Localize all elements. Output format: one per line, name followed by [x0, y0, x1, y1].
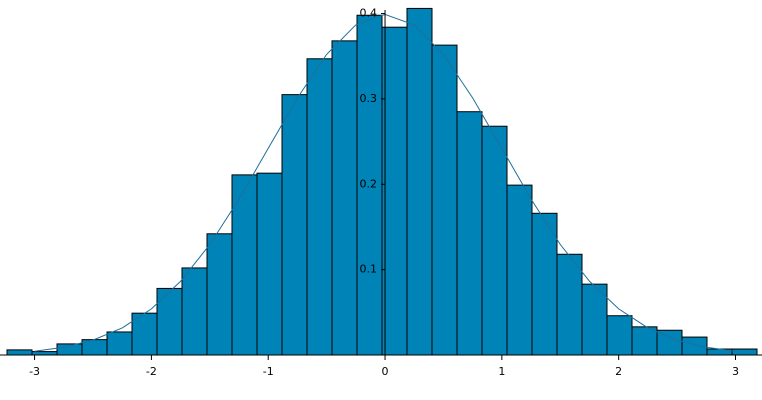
x-tick-label: 1: [498, 365, 505, 378]
bar: [531, 212, 558, 356]
x-tick-label: 3: [732, 365, 739, 378]
bar: [6, 349, 33, 356]
bar: [31, 351, 58, 356]
bar: [506, 184, 533, 356]
bar: [406, 7, 433, 356]
bar: [206, 233, 233, 356]
bar: [431, 44, 458, 356]
bar: [631, 326, 658, 356]
bar: [456, 111, 483, 356]
x-tick-label: -1: [263, 365, 274, 378]
bar: [181, 267, 208, 356]
bar: [331, 40, 358, 356]
bar: [606, 315, 633, 356]
y-tick-label: 0.1: [360, 263, 378, 276]
bar: [556, 253, 583, 356]
bar: [281, 94, 308, 356]
bar: [381, 26, 408, 356]
bar: [656, 329, 683, 356]
bar: [231, 174, 258, 356]
bar: [731, 348, 758, 356]
x-tick-label: 0: [382, 365, 389, 378]
bar: [306, 58, 333, 356]
y-tick-label: 0.4: [360, 7, 378, 20]
bar: [106, 331, 133, 356]
x-tick-label: 2: [615, 365, 622, 378]
x-tick-label: -2: [146, 365, 157, 378]
y-tick-label: 0.2: [360, 177, 378, 190]
bar: [156, 287, 183, 356]
bar: [481, 125, 508, 356]
bar: [256, 172, 283, 356]
y-tick-label: 0.3: [360, 92, 378, 105]
x-tick-label: -3: [29, 365, 40, 378]
